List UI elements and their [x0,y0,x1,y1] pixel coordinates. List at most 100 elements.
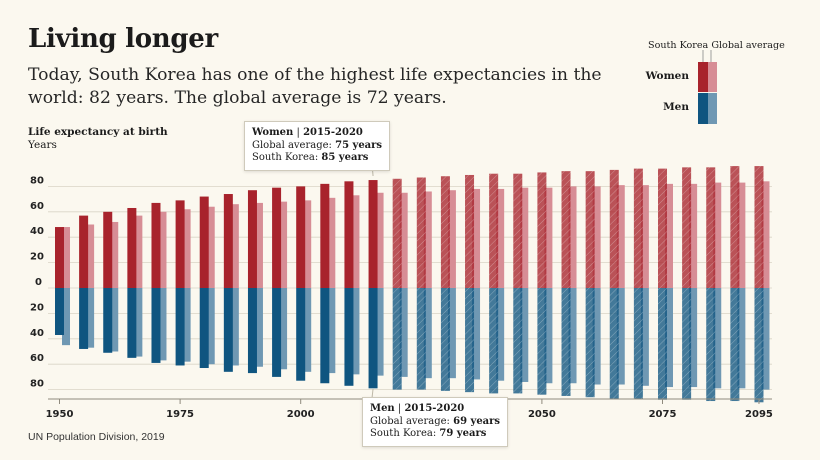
bar-global-women [689,183,698,288]
tooltip-men-global-value: 69 years [453,415,501,427]
y-tick-label: 40 [30,226,44,237]
bar-korea-men [199,288,209,369]
bar-korea-women-hatch [658,168,667,288]
bar-global-men [520,288,529,382]
bar-global-women [713,182,722,288]
bar-korea-women [175,200,185,288]
bar-global-women [447,190,456,288]
x-tick-label: 1975 [166,409,194,420]
y-tick-label: 20 [30,302,44,313]
bar-korea-men-hatch [754,288,764,403]
y-tick-label: 80 [30,379,44,390]
bar-korea-women [344,181,354,288]
bar-global-women [351,195,360,288]
y-axis-title: Life expectancy at birth [28,126,168,138]
tooltip-women-global-label: Global average: [252,139,332,151]
bar-global-men [351,288,360,375]
bar-global-men [110,288,119,352]
bar-global-women [254,202,263,288]
bar-global-women [592,186,601,288]
bar-korea-women-hatch [754,166,764,288]
bar-global-women [158,211,167,288]
bar-korea-men-hatch [489,288,499,394]
tooltip-men-sep: | [397,403,402,414]
legend-heading: South Korea Global average [648,40,785,51]
bar-korea-men-hatch [513,288,523,394]
x-tick-label: 2095 [745,409,773,420]
bar-korea-women-hatch [416,177,426,288]
bar-korea-men [79,288,89,349]
bar-global-women [761,181,770,288]
bar-global-women [520,187,529,288]
bar-global-women [279,201,288,288]
y-tick-label: 60 [30,353,44,364]
x-tick-label: 2075 [649,409,677,420]
bar-korea-men-hatch [416,288,426,390]
page-subtitle: Today, South Korea has one of the highes… [28,65,602,108]
bar-korea-men [103,288,113,353]
bar-korea-women [79,215,89,288]
bar-korea-men-hatch [609,288,619,399]
bar-global-men [447,288,456,379]
tooltip-men-period: 2015-2020 [404,403,465,414]
tooltip-men: Men | 2015-2020 Global average: 69 years… [362,397,509,447]
tooltip-women-global-value: 75 years [335,139,383,151]
bar-korea-women [320,183,330,288]
bar-global-women [640,185,649,288]
bar-global-women [110,221,119,288]
bar-korea-men [296,288,306,381]
bar-global-women [134,215,143,288]
bar-global-men [665,288,673,388]
bar-global-women [472,188,481,288]
bar-global-men [62,288,70,346]
bar-global-men [158,288,167,361]
bar-global-women [737,182,746,288]
bar-global-men [640,288,649,386]
bar-korea-women [296,186,306,288]
bar-global-women [399,192,408,288]
bar-global-women [303,200,312,288]
bar-korea-men-hatch [561,288,571,396]
tooltip-women-sep: | [296,127,300,138]
bar-global-men [761,288,770,390]
bar-korea-women [368,180,378,288]
bar-global-men [568,288,577,384]
bar-korea-men-hatch [585,288,595,398]
bar-global-men [254,288,263,367]
page-title: Living longer [28,24,218,54]
bar-korea-men-hatch [440,288,450,391]
bar-global-women [544,187,553,288]
y-tick-label: 40 [30,328,44,339]
bar-korea-men [320,288,330,384]
y-axis-unit: Years [28,139,57,151]
bar-global-men [327,288,336,374]
bar-global-men [737,288,746,389]
bar-korea-women-hatch [440,176,450,288]
bar-global-men [182,288,191,362]
bar-global-women [206,206,215,288]
bar-global-men [472,288,481,380]
x-tick-label: 1950 [46,409,74,420]
tooltip-women-period: 2015-2020 [303,127,363,138]
bar-global-women [616,185,625,288]
tooltip-women-korea-value: 85 years [321,152,369,163]
bar-korea-men [127,288,137,358]
bar-korea-women [127,207,137,288]
bar-global-women [182,209,191,288]
bar-korea-men [247,288,257,374]
y-tick-label: 20 [30,252,44,263]
bar-global-women [568,186,577,288]
bar-korea-men [55,288,64,335]
bar-korea-women-hatch [706,167,716,288]
bar-global-women [423,191,432,288]
legend-swatch-global-women [708,62,717,92]
bar-korea-men [175,288,185,366]
tooltip-men-korea-value: 79 years [439,428,487,439]
bar-global-men [399,288,408,377]
legend-swatch-korea-men [698,93,708,124]
bar-global-men [206,288,215,365]
tooltip-women-group: Women [252,127,294,138]
bar-korea-women-hatch [513,173,523,288]
bar-global-men [713,288,722,389]
